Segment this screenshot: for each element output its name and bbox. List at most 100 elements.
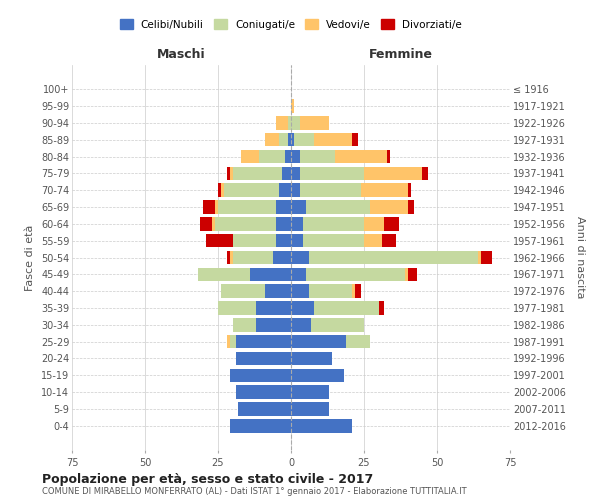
Bar <box>385 217 399 230</box>
Bar <box>197 268 250 281</box>
Bar <box>280 184 291 197</box>
Bar <box>294 133 314 146</box>
Bar <box>308 284 352 298</box>
Bar <box>265 284 291 298</box>
Bar <box>215 217 277 230</box>
Bar <box>227 335 230 348</box>
Legend: Celibi/Nubili, Coniugati/e, Vedovi/e, Divorziati/e: Celibi/Nubili, Coniugati/e, Vedovi/e, Di… <box>117 16 465 33</box>
Bar <box>291 419 352 432</box>
Bar <box>300 166 364 180</box>
Bar <box>288 116 291 130</box>
Bar <box>408 200 413 214</box>
Bar <box>230 251 233 264</box>
Bar <box>300 116 329 130</box>
Bar <box>300 150 335 164</box>
Bar <box>282 166 291 180</box>
Bar <box>291 100 294 113</box>
Bar <box>291 284 308 298</box>
Bar <box>308 251 478 264</box>
Bar <box>364 166 422 180</box>
Bar <box>302 234 364 247</box>
Bar <box>291 251 308 264</box>
Bar <box>227 166 230 180</box>
Bar <box>230 166 233 180</box>
Bar <box>277 200 291 214</box>
Bar <box>305 200 370 214</box>
Bar <box>291 133 294 146</box>
Bar <box>346 335 370 348</box>
Bar <box>259 150 285 164</box>
Bar <box>335 150 388 164</box>
Bar <box>218 184 221 197</box>
Bar <box>364 217 385 230</box>
Bar <box>382 234 396 247</box>
Text: COMUNE DI MIRABELLO MONFERRATO (AL) - Dati ISTAT 1° gennaio 2017 - Elaborazione : COMUNE DI MIRABELLO MONFERRATO (AL) - Da… <box>42 488 467 496</box>
Bar <box>277 234 291 247</box>
Bar <box>291 234 302 247</box>
Text: Popolazione per età, sesso e stato civile - 2017: Popolazione per età, sesso e stato civil… <box>42 472 373 486</box>
Bar <box>291 318 311 332</box>
Bar <box>370 200 408 214</box>
Bar <box>203 200 215 214</box>
Bar <box>230 335 236 348</box>
Bar <box>233 234 277 247</box>
Bar <box>230 419 291 432</box>
Bar <box>355 284 361 298</box>
Bar <box>291 217 302 230</box>
Bar <box>274 251 291 264</box>
Bar <box>215 200 218 214</box>
Bar <box>277 116 288 130</box>
Bar <box>352 133 358 146</box>
Bar <box>405 268 408 281</box>
Bar <box>206 234 233 247</box>
Bar <box>227 251 230 264</box>
Bar <box>291 402 329 415</box>
Bar <box>302 217 364 230</box>
Bar <box>291 150 300 164</box>
Bar <box>481 251 493 264</box>
Bar <box>236 335 291 348</box>
Bar <box>224 184 280 197</box>
Bar <box>291 352 332 365</box>
Bar <box>236 352 291 365</box>
Bar <box>291 200 305 214</box>
Bar <box>233 318 256 332</box>
Bar <box>352 284 355 298</box>
Bar <box>300 184 361 197</box>
Bar <box>314 133 352 146</box>
Bar <box>238 402 291 415</box>
Text: Maschi: Maschi <box>157 48 206 60</box>
Bar <box>364 234 382 247</box>
Bar <box>291 166 300 180</box>
Bar <box>256 318 291 332</box>
Bar <box>305 268 405 281</box>
Bar <box>236 386 291 399</box>
Bar <box>230 368 291 382</box>
Bar <box>218 301 256 314</box>
Bar <box>478 251 481 264</box>
Bar <box>311 318 364 332</box>
Bar <box>265 133 280 146</box>
Bar <box>291 335 346 348</box>
Bar <box>291 184 300 197</box>
Bar <box>288 133 291 146</box>
Bar <box>280 133 288 146</box>
Y-axis label: Anni di nascita: Anni di nascita <box>575 216 585 298</box>
Bar <box>221 184 224 197</box>
Bar <box>291 268 305 281</box>
Bar <box>200 217 212 230</box>
Bar <box>221 284 265 298</box>
Bar <box>291 116 300 130</box>
Bar <box>241 150 259 164</box>
Bar <box>408 268 416 281</box>
Text: Femmine: Femmine <box>368 48 433 60</box>
Bar <box>256 301 291 314</box>
Bar <box>314 301 379 314</box>
Bar <box>233 251 274 264</box>
Bar <box>388 150 390 164</box>
Bar <box>277 217 291 230</box>
Y-axis label: Fasce di età: Fasce di età <box>25 224 35 290</box>
Bar <box>218 200 277 214</box>
Bar <box>291 386 329 399</box>
Bar <box>212 217 215 230</box>
